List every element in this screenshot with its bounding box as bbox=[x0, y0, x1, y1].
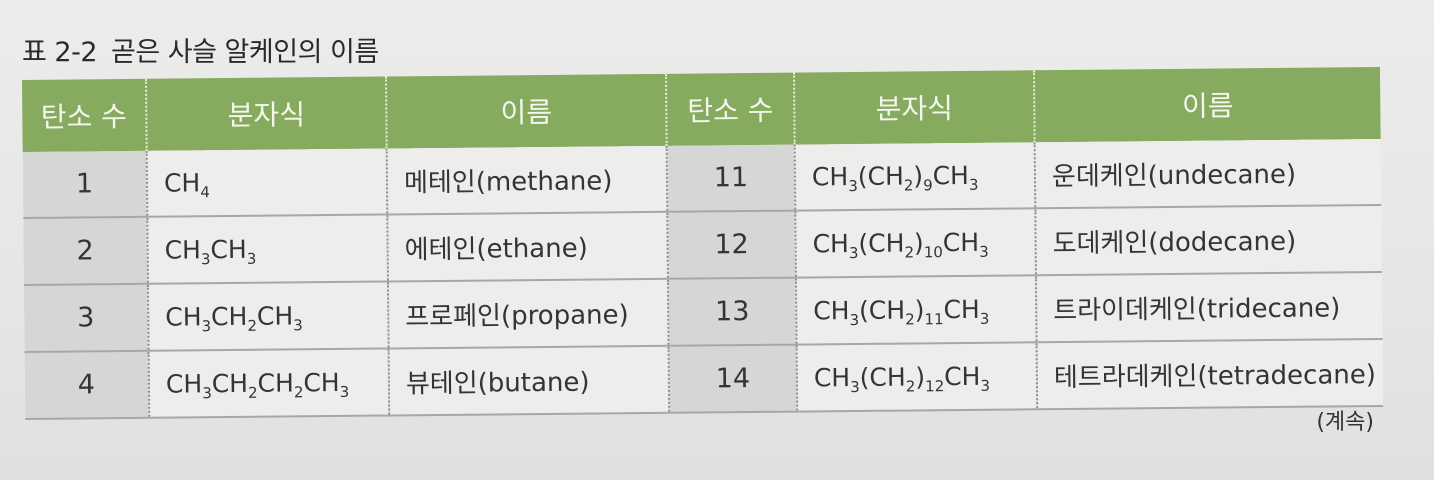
formula-text: CH bbox=[812, 229, 850, 259]
table-title: 곧은 사슬 알케인의 이름 bbox=[111, 37, 379, 68]
formula-cell: CH3(CH2)9CH3 bbox=[794, 142, 1036, 211]
alkane-name-cell: 테트라데케인(tetradecane) bbox=[1036, 338, 1384, 410]
formula-text: CH bbox=[210, 301, 248, 332]
formula-text: (CH bbox=[857, 161, 904, 191]
formula-cell: CH3CH2CH2CH3 bbox=[148, 348, 390, 418]
formula-subscript: 3 bbox=[979, 309, 990, 328]
header-formula: 분자식 bbox=[145, 76, 387, 151]
formula-text: CH bbox=[813, 296, 850, 326]
alkane-names-table: 탄소 수 분자식 이름 탄소 수 분자식 이름 1 CH4 메테인(methane)… bbox=[22, 66, 1384, 420]
carbon-count-cell: 14 bbox=[668, 344, 798, 413]
formula-text: CH bbox=[164, 235, 202, 265]
formula-subscript: 3 bbox=[968, 175, 979, 194]
alkane-name-cell: 메테인(methane) bbox=[386, 145, 668, 215]
alkane-name-cell: 뷰테인(butane) bbox=[388, 345, 670, 416]
alkane-name-cell: 트라이데케인(tridecane) bbox=[1035, 271, 1383, 343]
formula-cell: CH3(CH2)11CH3 bbox=[795, 275, 1037, 345]
formula-subscript: 3 bbox=[849, 310, 860, 330]
formula-text: ) bbox=[913, 161, 924, 191]
formula-text: CH bbox=[165, 369, 203, 399]
table-number: 표 2-2 bbox=[22, 37, 98, 68]
alkane-name-cell: 에테인(ethane) bbox=[387, 211, 668, 282]
formula-cell: CH4 bbox=[146, 148, 388, 217]
formula-text: CH bbox=[943, 361, 981, 392]
formula-text: CH bbox=[165, 302, 202, 332]
formula-text: ) bbox=[913, 228, 924, 258]
formula-subscript: 2 bbox=[248, 383, 258, 402]
formula-subscript: 10 bbox=[923, 243, 944, 262]
table-row: 4 CH3CH2CH2CH3 뷰테인(butane) 14 CH3(CH2)12CH3 테… bbox=[24, 338, 1384, 419]
header-formula: 분자식 bbox=[793, 70, 1035, 145]
formula-subscript: 3 bbox=[200, 250, 211, 269]
formula-subscript: 3 bbox=[202, 384, 212, 403]
alkane-name-cell: 프로페인(propane) bbox=[387, 278, 669, 349]
formula-subscript: 3 bbox=[850, 377, 860, 397]
formula-text: CH bbox=[811, 162, 849, 192]
formula-subscript: 3 bbox=[339, 382, 350, 401]
carbon-count-cell: 1 bbox=[22, 150, 148, 218]
formula-text: CH bbox=[942, 227, 980, 258]
formula-text: CH bbox=[932, 160, 970, 191]
formula-text: CH bbox=[813, 363, 851, 393]
alkane-name-cell: 도데케인(dodecane) bbox=[1035, 204, 1382, 276]
continued-note: (계속) bbox=[1316, 410, 1374, 435]
formula-text: CH bbox=[163, 168, 201, 198]
carbon-count-cell: 4 bbox=[24, 350, 150, 419]
formula-text: (CH bbox=[858, 228, 905, 258]
formula-subscript: 3 bbox=[246, 249, 257, 268]
formula-subscript: 3 bbox=[980, 376, 991, 395]
header-carbon-count: 탄소 수 bbox=[22, 78, 147, 152]
carbon-count-cell: 2 bbox=[23, 216, 148, 285]
header-name: 이름 bbox=[385, 73, 667, 149]
formula-text: (CH bbox=[858, 295, 906, 325]
formula-text: CH bbox=[257, 368, 294, 398]
carbon-count-cell: 12 bbox=[667, 210, 796, 279]
table-body: 1 CH4 메테인(methane) 11 CH3(CH2)9CH3 운데케인(undec… bbox=[22, 138, 1384, 419]
formula-subscript: 4 bbox=[200, 183, 210, 202]
formula-text: CH bbox=[303, 367, 340, 398]
formula-text: CH bbox=[256, 301, 294, 331]
formula-text: (CH bbox=[859, 362, 906, 392]
formula-cell: CH3CH2CH3 bbox=[147, 281, 389, 351]
formula-cell: CH3(CH2)12CH3 bbox=[796, 342, 1038, 412]
formula-text: ) bbox=[915, 362, 926, 392]
table-caption: 표 2-2 곧은 사슬 알케인의 이름 bbox=[22, 30, 379, 69]
formula-subscript: 3 bbox=[848, 176, 858, 196]
formula-subscript: 3 bbox=[293, 316, 303, 335]
formula-text: CH bbox=[211, 368, 249, 399]
formula-cell: CH3(CH2)10CH3 bbox=[795, 208, 1036, 278]
alkane-name-cell: 운데케인(undecane) bbox=[1034, 138, 1382, 209]
formula-subscript: 3 bbox=[848, 243, 859, 263]
formula-text: ) bbox=[914, 295, 925, 325]
formula-subscript: 3 bbox=[201, 317, 212, 336]
table-header-row: 탄소 수 분자식 이름 탄소 수 분자식 이름 bbox=[22, 66, 1381, 152]
header-name: 이름 bbox=[1033, 66, 1381, 143]
formula-subscript: 11 bbox=[924, 310, 944, 329]
formula-text: CH bbox=[210, 234, 247, 265]
formula-subscript: 12 bbox=[925, 377, 945, 396]
carbon-count-cell: 13 bbox=[667, 277, 797, 346]
header-carbon-count: 탄소 수 bbox=[665, 72, 795, 146]
formula-subscript: 9 bbox=[923, 176, 933, 195]
carbon-count-cell: 11 bbox=[666, 144, 796, 212]
formula-text: CH bbox=[943, 294, 980, 325]
formula-subscript: 2 bbox=[247, 316, 258, 335]
carbon-count-cell: 3 bbox=[23, 283, 149, 352]
formula-cell: CH3CH3 bbox=[147, 214, 388, 284]
formula-subscript: 3 bbox=[979, 242, 989, 261]
